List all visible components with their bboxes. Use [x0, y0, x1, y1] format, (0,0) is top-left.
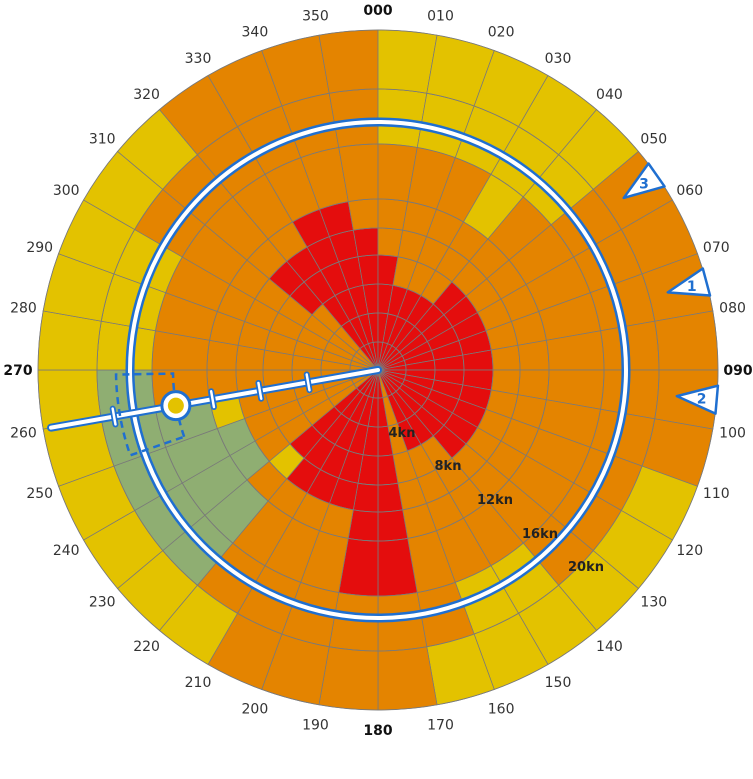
compass-label: 220 [133, 639, 160, 655]
compass-label: 230 [89, 594, 116, 610]
compass-label: 320 [133, 87, 160, 103]
compass-label: 110 [703, 486, 730, 502]
speed-label: 12kn [477, 493, 513, 508]
bearing-spoke [377, 310, 713, 371]
compass-label: 200 [242, 701, 269, 717]
bearing-spoke [377, 75, 549, 371]
compass-label: 210 [185, 675, 212, 691]
wave-markers: 1 2 3 [622, 162, 720, 415]
bearing-spoke [377, 369, 698, 487]
compass-label: 280 [10, 300, 37, 316]
bearing-spoke [318, 369, 379, 705]
wave-marker-triangle [666, 267, 712, 297]
bearing-spoke [83, 369, 379, 541]
boundary-ring-inner [128, 120, 628, 620]
compass-label: 330 [185, 51, 212, 67]
wave-marker-label: 3 [639, 177, 649, 193]
compass-label: 030 [545, 51, 572, 67]
compass-label: 190 [302, 718, 329, 734]
compass-label: 170 [427, 718, 454, 734]
compass-label: 090 [723, 363, 752, 379]
speed-tick-inner [209, 390, 216, 409]
compass-label: 150 [545, 675, 572, 691]
wave-marker-triangle [675, 384, 720, 415]
speed-label: 8kn [435, 459, 462, 474]
bearing-spoke [377, 253, 698, 371]
compass-label: 020 [488, 25, 515, 41]
speed-label: 4kn [389, 426, 416, 441]
compass-label: 250 [26, 486, 53, 502]
compass-label: 300 [53, 183, 80, 199]
bearing-spoke [377, 369, 438, 705]
bearing-spoke [261, 50, 379, 371]
compass-label: 140 [596, 639, 623, 655]
speed-limit-ring [125, 117, 631, 623]
bearing-spoke [377, 369, 713, 430]
compass-label: 040 [596, 87, 623, 103]
wave-marker-label: 1 [687, 279, 697, 295]
compass-label: 340 [242, 25, 269, 41]
compass-label: 160 [488, 701, 515, 717]
bearing-spoke [83, 199, 379, 371]
range-ring [96, 88, 660, 652]
compass-label: 260 [10, 426, 37, 442]
speed-tick-inner [305, 373, 311, 392]
wave-marker-label: 2 [697, 391, 707, 407]
range-ring [262, 254, 494, 486]
compass-label: 120 [676, 543, 703, 559]
compass-label: 240 [53, 543, 80, 559]
compass-label: 050 [640, 132, 667, 148]
compass-label: 080 [719, 300, 746, 316]
range-ring [151, 143, 605, 597]
bearing-spoke [58, 253, 379, 371]
speed-tick-inner [257, 381, 263, 400]
bearing-spoke [58, 369, 379, 487]
compass-label: 130 [640, 594, 667, 610]
range-rings [37, 29, 719, 711]
bearing-spoke [377, 369, 673, 541]
compass-label: 180 [363, 723, 392, 739]
compass-label: 350 [302, 8, 329, 24]
north-label: N [357, 0, 375, 6]
compass-label: 100 [719, 426, 746, 442]
speed-label: 16kn [522, 527, 558, 542]
compass-label: 310 [89, 132, 116, 148]
range-ring [349, 341, 407, 399]
bearing-spoke [43, 310, 379, 371]
speed-label: 20kn [568, 560, 604, 575]
compass-labels: 000 010 020 030 040 050 060 070 080 090 100 110 120 1… [3, 3, 752, 739]
vessel-marker-core [167, 397, 184, 414]
range-ring [320, 312, 436, 428]
range-ring [235, 227, 521, 513]
range-ring [291, 283, 465, 457]
bearing-spoke [377, 369, 549, 665]
bearing-spoke [377, 199, 673, 371]
compass-label: 270 [3, 363, 32, 379]
compass-label: 000 [363, 3, 392, 19]
wave-marker-triangle [622, 162, 666, 200]
bearing-spoke [261, 369, 379, 690]
compass-label: 290 [26, 240, 53, 256]
bearing-spoke [207, 75, 379, 371]
speed-tick-inner [111, 407, 117, 426]
uncertainty-region [114, 372, 186, 457]
range-ring [206, 198, 550, 542]
compass-label: 070 [703, 240, 730, 256]
bearing-spoke [377, 369, 495, 690]
bearing-spoke [377, 35, 438, 371]
heading-line [47, 366, 382, 457]
bearing-spoke [318, 35, 379, 371]
range-ring [37, 29, 719, 711]
compass-label: 010 [427, 8, 454, 24]
speed-labels: 4kn 8kn 12kn 16kn 20kn [389, 426, 604, 575]
compass-label: 060 [676, 183, 703, 199]
bearing-spoke [377, 50, 495, 371]
bearing-spoke [207, 369, 379, 665]
